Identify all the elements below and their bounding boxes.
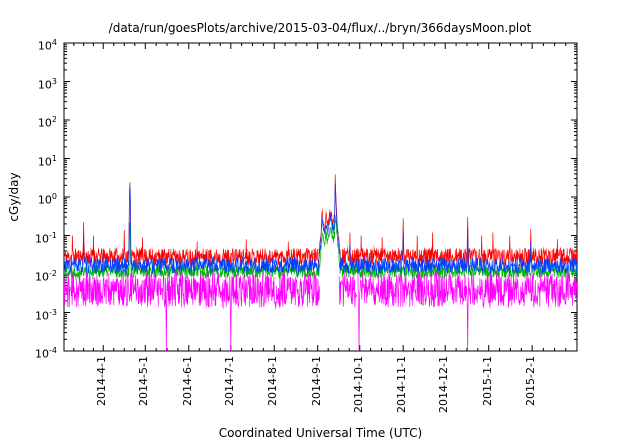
x-tick-label: 2014-8-1: [266, 356, 280, 406]
x-tick-label: 2014-6-1: [180, 356, 194, 406]
y-tick-label: 10-3: [35, 307, 57, 323]
y-tick-label: 10-2: [35, 269, 57, 284]
y-tick-label: 100: [37, 192, 57, 207]
x-tick-label: 2015-1-1: [480, 356, 494, 406]
y-tick-label: 101: [37, 153, 57, 169]
x-axis-label: Coordinated Universal Time (UTC): [218, 426, 423, 440]
x-tick-label: 2014-12-1: [437, 356, 451, 413]
y-tick-label: 104: [37, 38, 57, 53]
y-tick-label: 10-1: [35, 230, 57, 246]
y-tick-label: 103: [37, 76, 57, 92]
x-tick-label: 2014-11-1: [395, 356, 409, 413]
x-tick-label: 2014-7-1: [222, 356, 236, 406]
x-tick-label: 2014-5-1: [137, 356, 151, 406]
x-tick-label: 2014-4-1: [95, 356, 109, 406]
y-tick-label: 10-4: [35, 346, 57, 361]
y-tick-label: 102: [37, 115, 57, 130]
x-tick-label: 2015-2-1: [524, 356, 538, 406]
x-tick-label: 2014-10-1: [351, 356, 365, 413]
x-tick-label: 2014-9-1: [309, 356, 323, 406]
chart-title: /data/run/goesPlots/archive/2015-03-04/f…: [108, 21, 532, 35]
